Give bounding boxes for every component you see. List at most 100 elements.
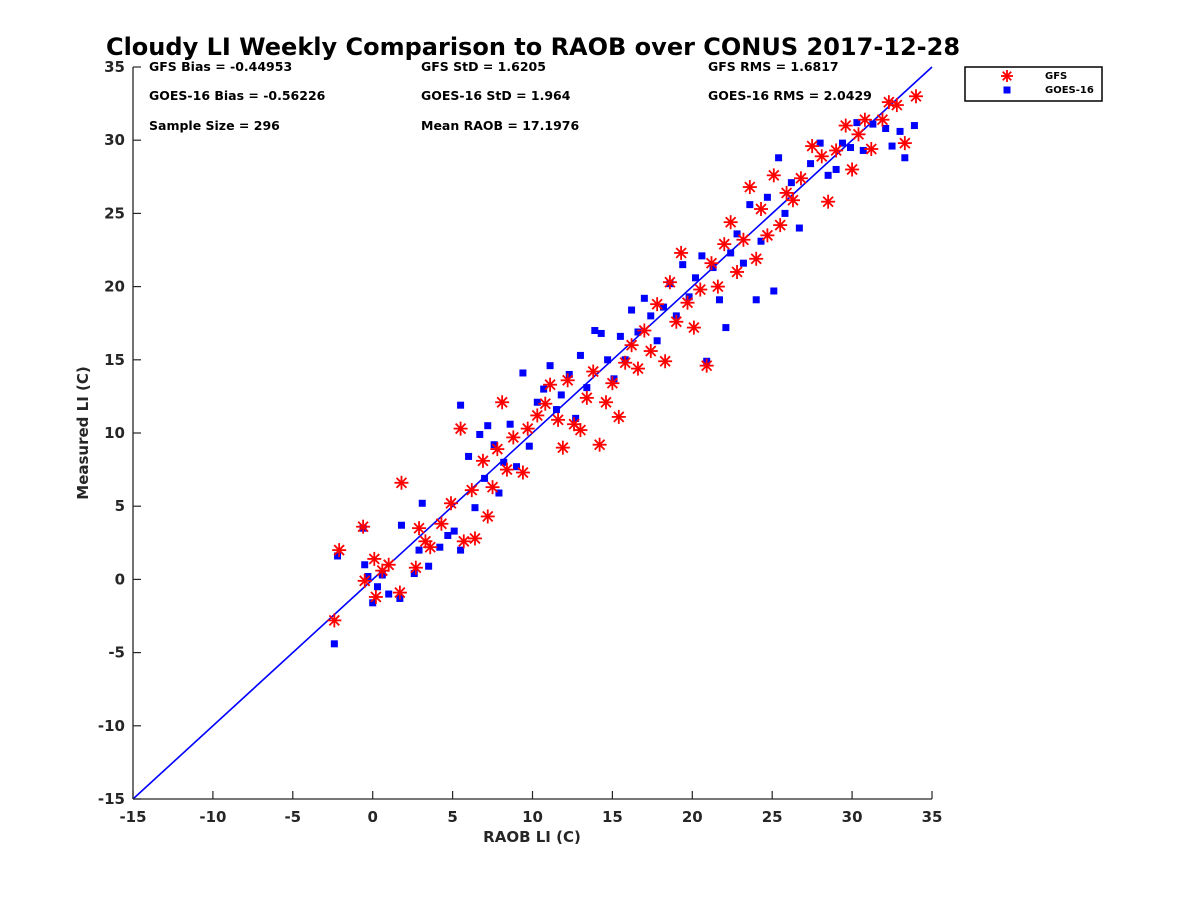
- x-tick-label: 0: [367, 808, 377, 826]
- goes16-point: [781, 209, 789, 217]
- gfs-point: [485, 480, 500, 495]
- gfs-point: [773, 218, 788, 233]
- goes16-point: [709, 264, 717, 272]
- goes16-point: [418, 499, 426, 507]
- goes16-point: [739, 259, 747, 267]
- goes16-point: [597, 329, 605, 337]
- goes16-point: [727, 249, 735, 257]
- gfs-point: [394, 475, 409, 490]
- gfs-point: [605, 376, 620, 391]
- goes16-point: [824, 171, 832, 179]
- goes16-point: [334, 552, 342, 560]
- gfs-point: [560, 373, 575, 388]
- goes16-point: [591, 327, 599, 335]
- goes16-legend-symbol: [1003, 86, 1011, 94]
- goes16-point: [484, 422, 492, 430]
- gfs-point: [658, 354, 673, 369]
- stat-gfs-rms: GFS RMS = 1.6817: [708, 59, 839, 74]
- x-tick-label: -5: [284, 808, 301, 826]
- goes16-point: [640, 294, 648, 302]
- gfs-point: [381, 557, 396, 572]
- goes16-point: [853, 119, 861, 127]
- x-axis-label: RAOB LI (C): [483, 828, 581, 846]
- goes16-point: [807, 160, 815, 168]
- goes16-point: [457, 546, 465, 554]
- gfs-point: [444, 496, 459, 511]
- gfs-point: [736, 232, 751, 247]
- gfs-point: [551, 412, 566, 427]
- goes16-point: [616, 332, 624, 340]
- goes16-point: [519, 369, 527, 377]
- goes16-point: [495, 489, 503, 497]
- y-tick-label: -15: [98, 790, 125, 808]
- gfs-point: [821, 194, 836, 209]
- gfs-point: [754, 202, 769, 217]
- goes16-point: [795, 224, 803, 232]
- gfs-point: [618, 355, 633, 370]
- gfs-point: [592, 437, 607, 452]
- goes16-point: [369, 599, 377, 607]
- goes16-point: [552, 406, 560, 414]
- goes16-point: [385, 590, 393, 598]
- gfs-point: [538, 396, 553, 411]
- axis-ticks: -15 -10 -5 0 5 10 15 20 25 30 35 -15 -10 -5 0 5 10 15 20 25…: [98, 58, 943, 826]
- gfs-point: [766, 168, 781, 183]
- goes16-point: [444, 531, 452, 539]
- gfs-point: [875, 112, 890, 127]
- gfs-point: [730, 264, 745, 279]
- x-tick-label: 35: [922, 808, 943, 826]
- goes16-point: [691, 274, 699, 282]
- gfs-point: [864, 141, 879, 156]
- goes16-point: [752, 296, 760, 304]
- stat-sample-size: Sample Size = 296: [149, 118, 280, 133]
- gfs-point: [680, 295, 695, 310]
- y-tick-label: -5: [108, 644, 125, 662]
- gfs-point: [650, 297, 665, 312]
- gfs-point: [857, 112, 872, 127]
- gfs-point: [742, 180, 757, 195]
- goes16-point: [869, 120, 877, 128]
- gfs-point: [423, 540, 438, 555]
- y-tick-label: 35: [104, 58, 125, 76]
- goes16-point: [513, 463, 521, 471]
- x-tick-label: -10: [199, 808, 226, 826]
- gfs-point: [467, 531, 482, 546]
- gfs-point: [453, 421, 468, 436]
- gfs-point: [624, 338, 639, 353]
- gfs-point: [785, 193, 800, 208]
- y-tick-label: 30: [104, 131, 125, 149]
- goes16-point: [576, 351, 584, 359]
- goes16-point: [859, 146, 867, 154]
- goes16-point: [882, 124, 890, 132]
- gfs-point: [555, 440, 570, 455]
- goes16-point: [330, 640, 338, 648]
- gfs-point: [686, 320, 701, 335]
- goes16-point: [763, 193, 771, 201]
- y-tick-label: 20: [104, 278, 125, 296]
- series-layer: [327, 89, 924, 648]
- legend: GFS GOES-16: [964, 66, 1103, 102]
- gfs-point: [889, 98, 904, 113]
- gfs-point: [699, 358, 714, 373]
- stat-goes-rms: GOES-16 RMS = 2.0429: [708, 88, 872, 103]
- gfs-point: [499, 462, 514, 477]
- goes16-point: [415, 546, 423, 554]
- goes16-point: [888, 142, 896, 150]
- stats-annotations: GFS Bias = -0.44953 GFS StD = 1.6205 GFS…: [149, 59, 872, 133]
- goes16-point: [373, 583, 381, 591]
- gfs-point: [530, 408, 545, 423]
- gfs-point: [506, 430, 521, 445]
- x-tick-label: 20: [682, 808, 703, 826]
- gfs-point: [829, 143, 844, 158]
- goes16-point: [425, 562, 433, 570]
- gfs-point: [704, 256, 719, 271]
- stat-gfs-bias: GFS Bias = -0.44953: [149, 59, 292, 74]
- chart-title: Cloudy LI Weekly Comparison to RAOB over…: [106, 33, 960, 61]
- y-axis-label: Measured LI (C): [74, 366, 92, 499]
- gfs-point: [710, 279, 725, 294]
- gfs-point: [599, 395, 614, 410]
- legend-goes16-label: GOES-16: [1045, 85, 1094, 96]
- gfs-point: [434, 516, 449, 531]
- goes16-point: [698, 252, 706, 260]
